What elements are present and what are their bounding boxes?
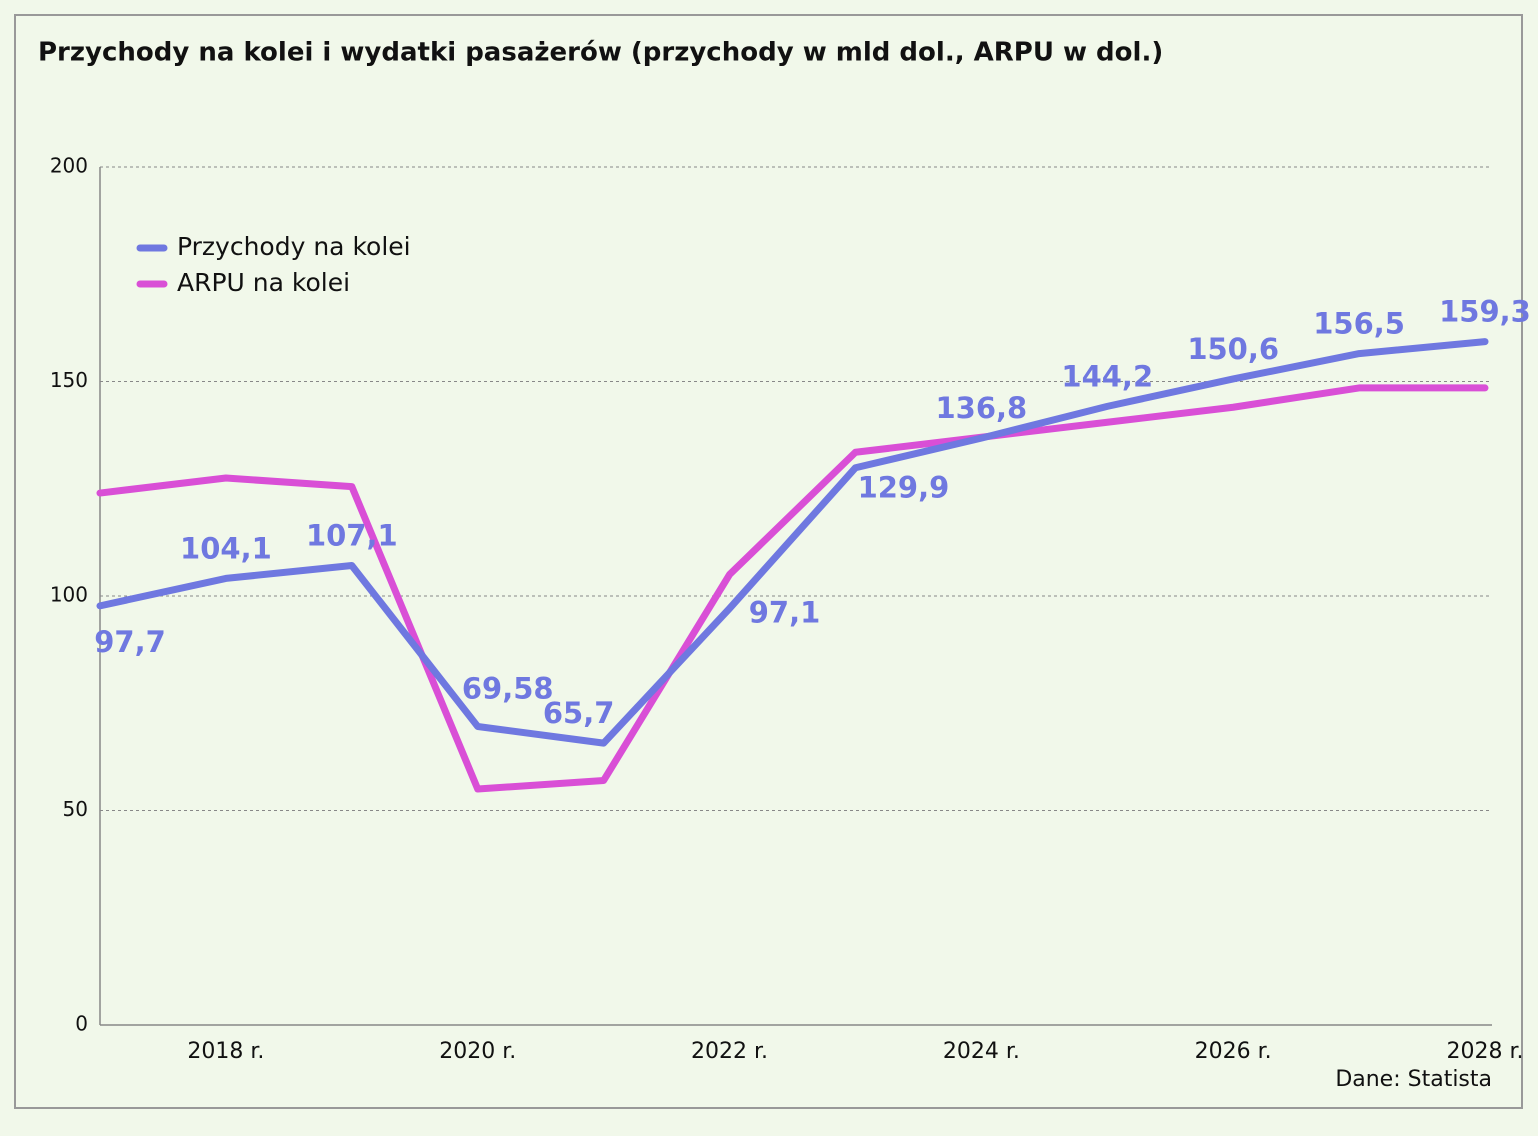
data-label: 159,3 [1439,295,1531,329]
x-tick-label: 2020 r. [439,1039,516,1064]
data-label: 97,1 [749,595,821,629]
legend-label: Przychody na kolei [177,232,411,261]
y-tick-label: 200 [50,154,88,178]
y-tick-label: 150 [50,368,88,392]
data-label: 129,9 [858,471,950,505]
source: Dane: Statista [1335,1067,1492,1092]
x-tick-label: 2024 r. [943,1039,1020,1064]
x-tick-label: 2028 r. [1447,1039,1524,1064]
y-tick-label: 50 [63,797,88,821]
data-label: 144,2 [1061,359,1153,393]
series-line [96,384,1489,793]
data-label: 104,1 [180,531,272,565]
series-line [96,338,1489,747]
x-tick-label: 2026 r. [1195,1039,1272,1064]
data-label: 136,8 [935,391,1027,425]
data-label: 150,6 [1187,332,1279,366]
data-label: 107,1 [306,519,398,553]
data-label: 69,58 [462,672,554,706]
chart-title: Przychody na kolei i wydatki pasażerów (… [38,38,1163,68]
y-tick-label: 100 [50,583,88,607]
data-label: 156,5 [1313,307,1405,341]
x-tick-label: 2018 r. [187,1039,264,1064]
data-label: 97,7 [94,625,166,659]
x-tick-label: 2022 r. [691,1039,768,1064]
data-label: 65,7 [543,696,615,730]
y-tick-label: 0 [75,1012,88,1036]
legend-label: ARPU na kolei [177,268,350,297]
